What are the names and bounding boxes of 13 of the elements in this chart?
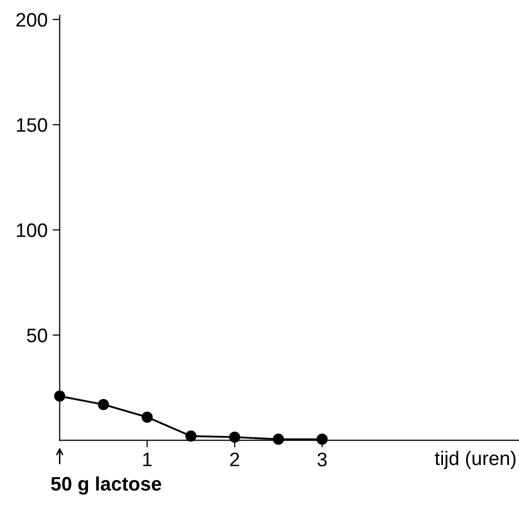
y-tick-label: 150 <box>16 118 48 132</box>
x-tick-label: 2 <box>230 452 240 466</box>
point <box>98 398 109 410</box>
y-tick-label: 200 <box>16 12 48 27</box>
x-tick-label: 3 <box>317 452 327 466</box>
y-tick-label: 100 <box>16 223 48 238</box>
point <box>142 412 153 423</box>
text: 50 g lactose <box>51 476 162 495</box>
point <box>54 390 66 402</box>
x-axis-title: tijd (uren) <box>434 450 516 470</box>
y-tick-label: 50 <box>27 328 48 342</box>
point <box>185 430 196 442</box>
x-tick-label: 1 <box>143 452 152 466</box>
